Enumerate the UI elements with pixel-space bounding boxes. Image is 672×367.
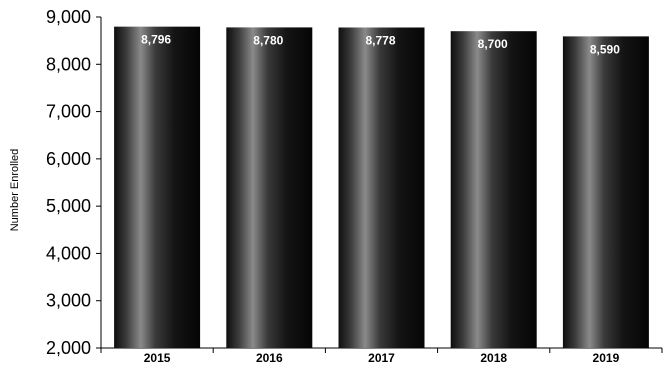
bar-2015 xyxy=(114,26,201,348)
value-label-2016: 8,780 xyxy=(253,33,283,47)
y-tick-label: 9,000 xyxy=(46,7,91,27)
x-tick-label-2019: 2019 xyxy=(593,351,620,365)
bar-2018 xyxy=(450,31,537,348)
value-labels: 8,796 8,780 8,778 8,700 8,590 xyxy=(141,33,620,57)
y-tick-label: 2,000 xyxy=(46,338,91,358)
value-label-2019: 8,590 xyxy=(590,42,620,56)
bars xyxy=(114,26,649,348)
x-tick-label-2017: 2017 xyxy=(368,351,395,365)
x-tick-label-2016: 2016 xyxy=(256,351,283,365)
y-axis: 2,000 3,000 4,000 5,000 6,000 7,000 8,000 9,000 xyxy=(46,7,102,358)
x-axis: 2015 2016 2017 2018 2019 xyxy=(100,347,663,365)
value-label-2018: 8,700 xyxy=(478,37,508,51)
bar-2016 xyxy=(226,27,313,348)
bar-2019 xyxy=(562,36,649,348)
y-tick-label: 4,000 xyxy=(46,243,91,263)
y-tick-label: 3,000 xyxy=(46,291,91,311)
y-tick-label: 8,000 xyxy=(46,54,91,74)
bar-2017 xyxy=(338,27,425,348)
value-label-2017: 8,778 xyxy=(365,33,395,47)
x-tick-label-2018: 2018 xyxy=(480,351,507,365)
value-label-2015: 8,796 xyxy=(141,33,171,47)
y-tick-label: 6,000 xyxy=(46,149,91,169)
y-tick-label: 5,000 xyxy=(46,196,91,216)
x-tick-label-2015: 2015 xyxy=(144,351,171,365)
y-axis-label: Number Enrolled xyxy=(9,149,21,232)
y-tick-label: 7,000 xyxy=(46,102,91,122)
